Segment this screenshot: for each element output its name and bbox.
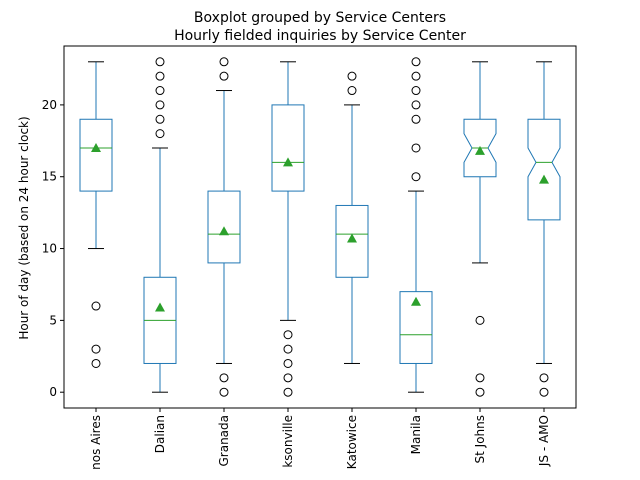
x-tick-label: JS - AMO [537,415,551,467]
box [207,190,241,264]
chart-title: Boxplot grouped by Service Centers [194,10,446,26]
outlier-point [155,57,165,67]
outlier-point [219,387,229,397]
box [527,118,561,221]
y-tick-label: 20 [42,98,57,112]
outlier-point [219,373,229,383]
y-tick-label: 0 [49,385,57,399]
box [79,118,113,192]
mean-marker [411,296,421,306]
mean-marker [219,226,229,236]
outlier-point [411,100,421,110]
x-tick-label: Granada [217,415,231,467]
outlier-point [155,100,165,110]
outlier-point [283,373,293,383]
plot-frame [63,45,577,409]
outlier-point [219,57,229,67]
outlier-point [411,71,421,81]
outlier-point [475,387,485,397]
mean-marker [475,145,485,155]
outlier-point [155,114,165,124]
outlier-point [411,143,421,153]
outlier-point [347,86,357,96]
box [335,204,369,278]
outlier-point [155,71,165,81]
outlier-point [283,344,293,354]
mean-marker [155,302,165,312]
outlier-point [91,344,101,354]
outlier-point [283,387,293,397]
outlier-point [539,373,549,383]
outlier-point [475,315,485,325]
x-tick-label: Katowice [345,415,359,469]
outlier-point [411,57,421,67]
box [463,118,497,178]
mean-marker [539,174,549,184]
outlier-point [411,86,421,96]
plot-area: 0 5 10 15 20 nos Aires Dalian Granada ksonville K… [42,57,561,470]
outlier-point [411,172,421,182]
x-tick-label: St Johns [473,415,487,463]
outlier-point [155,86,165,96]
x-tick-label: ksonville [281,415,295,468]
outlier-point [411,114,421,124]
y-tick-label: 15 [42,170,57,184]
x-tick-label: Dalian [153,415,167,453]
box [271,104,305,192]
mean-marker [347,233,357,243]
outlier-point [475,373,485,383]
outlier-point [155,129,165,139]
outlier-point [91,358,101,368]
outlier-point [91,301,101,311]
y-tick-label: 10 [42,242,57,256]
x-tick-label: Manila [409,415,423,454]
outlier-point [283,330,293,340]
chart-subtitle: Hourly fielded inquiries by Service Cent… [174,28,466,44]
mean-marker [91,142,101,152]
outlier-point [347,71,357,81]
y-tick-label: 5 [49,313,57,327]
outlier-point [283,358,293,368]
box [399,291,433,364]
x-tick-label: nos Aires [89,415,103,470]
y-axis-label: Hour of day (based on 24 hour clock) [17,116,31,339]
outlier-point [219,71,229,81]
outlier-point [539,387,549,397]
mean-marker [283,157,293,167]
